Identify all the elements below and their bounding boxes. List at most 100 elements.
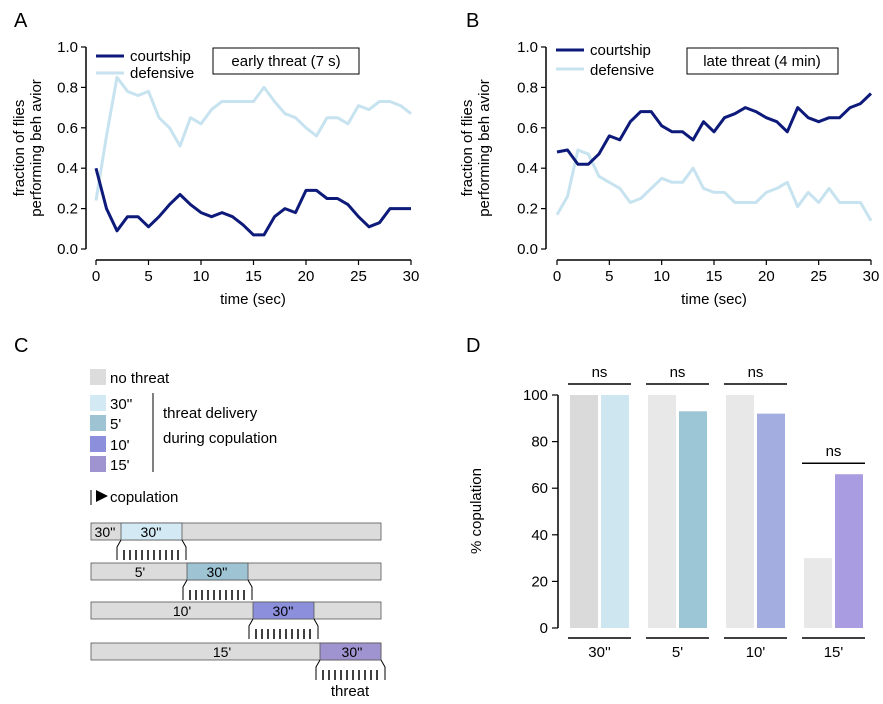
- significance-label: ns: [670, 364, 686, 381]
- panel-label-a: A: [14, 10, 28, 32]
- legend-label-10m: 10': [110, 437, 130, 454]
- x-tick-label: 10: [653, 268, 670, 285]
- timeline-bar: [90, 601, 382, 620]
- window-label: 30'': [141, 524, 162, 540]
- schematic-row-10m: 10' 30'': [90, 601, 382, 639]
- legend-swatch-30s: [90, 395, 106, 411]
- threat-window: [120, 522, 183, 541]
- pre-duration-label: 15': [213, 644, 231, 660]
- x-axis-label: time (sec): [681, 291, 747, 308]
- legend-label-defensive: defensive: [590, 62, 654, 79]
- copulation-arrow-icon: [96, 490, 108, 502]
- y-tick-label: 1.0: [57, 39, 78, 56]
- significance-label: ns: [748, 364, 764, 381]
- bar-no-threat-0: [570, 395, 598, 628]
- y-tick-label: 0.4: [517, 160, 538, 177]
- legend-label-15m: 15': [110, 457, 130, 474]
- threat-ticks: [189, 590, 245, 600]
- series-line-defensive: [555, 148, 873, 222]
- line-chart-late-threat: fraction of flies performing beh avior t…: [459, 39, 879, 308]
- y-tick-label: 60: [531, 480, 548, 497]
- line-chart-early-threat: fraction of flies performing beh avior t…: [11, 39, 419, 308]
- legend-swatch-no-threat: [90, 369, 106, 385]
- bar-threat-3: [835, 474, 863, 628]
- y-tick-label: 0.0: [517, 241, 538, 258]
- y-axis-label-line2: performing beh avior: [28, 79, 45, 217]
- y-axis-label: % copulation: [468, 468, 485, 554]
- legend-label-5m: 5': [110, 416, 121, 433]
- x-tick-label: 20: [298, 268, 315, 285]
- y-axis-label-line1: fraction of flies: [459, 100, 476, 197]
- threat-delivery-label-line1: threat delivery: [163, 405, 258, 422]
- legend-label-courtship: courtship: [590, 42, 651, 59]
- x-axis-label: time (sec): [220, 291, 286, 308]
- annotation-early-threat: early threat (7 s): [231, 53, 340, 70]
- threat-bracket: [248, 618, 319, 639]
- x-tick-label: 15: [706, 268, 723, 285]
- legend-label-30s: 30'': [110, 396, 133, 413]
- threat-bracket: [182, 579, 253, 600]
- legend-swatch-10m: [90, 436, 106, 452]
- y-axis-label-line1: fraction of flies: [11, 100, 28, 197]
- legend-swatch-15m: [90, 456, 106, 472]
- y-tick-label: 20: [531, 573, 548, 590]
- pre-duration-label: 5': [135, 564, 145, 580]
- threat-timing-schematic: no threat 30'' 5' 10' 15' threat deliver…: [90, 369, 386, 700]
- y-tick-label: 0.2: [517, 201, 538, 218]
- window-label: 30'': [207, 564, 228, 580]
- x-tick-label: 5: [605, 268, 613, 285]
- threat-ticks: [322, 670, 378, 680]
- category-label: 5': [672, 644, 683, 661]
- copulation-label: copulation: [110, 489, 178, 506]
- bar-threat-0: [601, 395, 629, 628]
- pre-duration-label: 30'': [95, 524, 116, 540]
- legend: courtship defensive: [556, 42, 654, 79]
- legend-swatch-5m: [90, 415, 106, 431]
- annotation-box: [212, 47, 360, 75]
- y-tick-label: 80: [531, 434, 548, 451]
- legend-label-courtship: courtship: [130, 48, 191, 65]
- window-label: 30'': [342, 644, 363, 660]
- panel-label-b: B: [466, 10, 479, 32]
- x-tick-label: 20: [758, 268, 775, 285]
- legend: courtship defensive: [96, 48, 194, 82]
- y-tick-label: 100: [523, 387, 548, 404]
- pre-duration-label: 10': [173, 603, 191, 619]
- x-tick-label: 15: [245, 268, 262, 285]
- threat-window: [319, 642, 382, 661]
- x-tick-label: 30: [863, 268, 880, 285]
- bar-no-threat-2: [726, 395, 754, 628]
- bar-chart-copulation: % copulation 0 20 40 60 80 100 30'' ns 5' ns 10' ns…: [468, 364, 865, 661]
- y-axis-label-line2: performing beh avior: [476, 79, 493, 217]
- panel-label-c: C: [14, 335, 28, 357]
- x-tick-label: 0: [553, 268, 561, 285]
- y-axis-label: fraction of flies performing beh avior: [11, 79, 45, 217]
- annotation-late-threat: late threat (4 min): [703, 53, 821, 70]
- bar-no-threat-3: [804, 558, 832, 628]
- bar-threat-1: [679, 411, 707, 628]
- bar-no-threat-1: [648, 395, 676, 628]
- category-label: 10': [746, 644, 766, 661]
- y-tick-label: 1.0: [517, 39, 538, 56]
- category-label: 30'': [588, 644, 611, 661]
- y-axis-label: fraction of flies performing beh avior: [459, 79, 493, 217]
- y-tick-label: 0.6: [57, 120, 78, 137]
- y-tick-label: 0.6: [517, 120, 538, 137]
- y-tick-label: 0.8: [517, 79, 538, 96]
- schematic-row-30s: 30'' 30'': [90, 522, 382, 560]
- schematic-row-15m: 15' 30'': [90, 642, 386, 680]
- y-tick-label: 0.2: [57, 201, 78, 218]
- series-line-courtship: [94, 167, 411, 237]
- window-label: 30'': [273, 603, 294, 619]
- bar-threat-2: [757, 413, 785, 628]
- annotation-box: [686, 47, 839, 75]
- threat-delivery-label-line2: during copulation: [163, 430, 277, 447]
- threat-window: [186, 562, 249, 581]
- y-tick-label: 0: [540, 620, 548, 637]
- threat-label: threat: [331, 683, 370, 700]
- legend-label-no-threat: no threat: [110, 370, 170, 387]
- y-tick-label: 0.0: [57, 241, 78, 258]
- threat-window: [252, 601, 315, 620]
- panel-label-d: D: [466, 335, 480, 357]
